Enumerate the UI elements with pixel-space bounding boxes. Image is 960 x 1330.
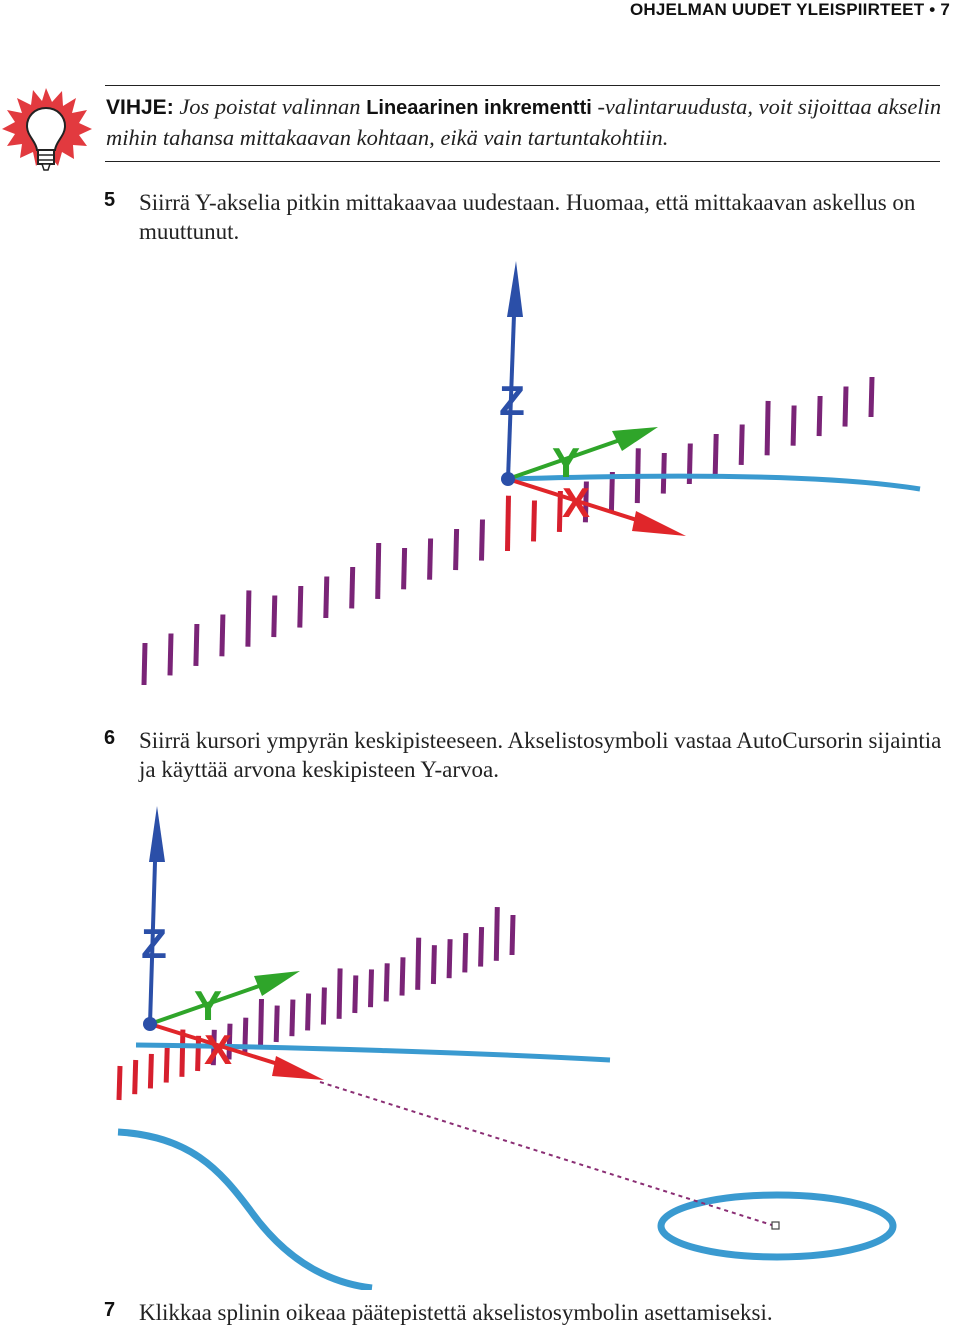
scale-tick-mark (505, 495, 511, 552)
scale-tick-mark (289, 999, 296, 1037)
tip-text-before: Jos poistat valinnan (179, 94, 367, 119)
x-axis-label: X (562, 479, 590, 526)
scale-tick-mark (271, 595, 278, 638)
step-text: Klikkaa splinin oikeaa päätepistettä aks… (139, 1300, 773, 1325)
figure-axis-scale-2: Z Y X (116, 806, 897, 1290)
scale-ticks (116, 907, 516, 1101)
spline-curve (135, 1042, 611, 1063)
scale-tick-mark (556, 490, 563, 532)
scale-tick-mark (738, 424, 745, 465)
axis-origin-point (143, 1017, 157, 1031)
scale-tick-mark (509, 914, 516, 956)
scale-tick-mark (193, 623, 200, 666)
scale-tick-mark (816, 395, 823, 437)
scale-tick-mark (273, 1005, 280, 1043)
scale-tick-mark (462, 933, 469, 973)
scale-tick-mark (446, 939, 453, 979)
scale-tick-mark (141, 642, 148, 686)
scale-tick-mark (383, 963, 390, 1002)
scale-tick-mark (219, 614, 226, 657)
scale-tick-mark (427, 538, 434, 580)
scale-tick-mark (336, 968, 343, 1019)
scale-tick-mark (842, 386, 849, 427)
scale-tick-mark (399, 957, 406, 996)
scale-tick-mark (375, 542, 382, 599)
lightbulb-icon (2, 86, 92, 183)
scale-tick-mark (868, 376, 875, 418)
tip-bottom-rule (105, 161, 940, 162)
tip-top-rule (105, 85, 940, 86)
scale-tick-mark (479, 519, 485, 561)
spline-curve (507, 473, 921, 492)
scale-tick-mark (453, 528, 460, 571)
scale-tick-mark (352, 975, 359, 1014)
scale-tick-mark (320, 987, 327, 1025)
step-number: 7 (104, 1299, 116, 1321)
z-axis-label: Z (499, 377, 525, 424)
scale-tick-mark (764, 400, 771, 456)
running-header: OHJELMAN UUDET YLEISPIIRTEET • 7 (630, 0, 950, 20)
figure-axis-scale-1: Z Y X (141, 261, 921, 686)
scale-tick-mark (226, 1023, 233, 1060)
y-axis-arrow-icon (612, 427, 658, 451)
page-number: 7 (940, 0, 950, 19)
scale-tick-mark (531, 500, 537, 542)
y-axis-arrow-icon (254, 971, 300, 996)
y-axis-label: Y (552, 439, 580, 486)
header-separator: • (929, 0, 936, 19)
scale-tick-mark (163, 1047, 170, 1083)
step-number: 6 (104, 727, 116, 749)
scale-tick-mark (430, 945, 437, 985)
scale-tick-mark (305, 993, 312, 1031)
scale-tick-mark (323, 576, 330, 619)
scale-tick-mark (493, 907, 500, 961)
axis-origin-point (501, 472, 515, 486)
scale-ticks (141, 376, 875, 686)
y-axis-line (149, 983, 263, 1026)
z-axis-line (506, 314, 516, 480)
x-axis-label: X (204, 1026, 232, 1073)
spline-curve-lower (117, 1128, 373, 1290)
scale-tick-mark (790, 405, 797, 446)
scale-tick-mark (401, 547, 408, 590)
step-text: Siirrä kursori ympyrän keskipisteeseen. … (139, 728, 942, 782)
scale-tick-mark (147, 1053, 154, 1089)
scale-tick-mark (167, 633, 174, 676)
center-snap-marker (771, 1221, 780, 1230)
scale-tick-mark (478, 927, 485, 967)
scale-tick-mark (132, 1059, 139, 1095)
tip-text-after: -valintaruudusta, voit sijoittaa akselin… (106, 94, 942, 150)
z-axis-line (148, 861, 157, 1025)
tip-text: VIHJE: Jos poistat valinnan Lineaarinen … (106, 92, 946, 153)
x-axis-line (149, 1022, 279, 1066)
scale-tick-mark (712, 433, 719, 475)
scale-tick-mark (195, 1035, 202, 1072)
scale-tick-mark (116, 1065, 123, 1101)
scale-tick-mark (660, 452, 667, 494)
tip-label: VIHJE: (106, 96, 174, 119)
step-text: Siirrä Y-akselia pitkin mittakaavaa uude… (139, 190, 916, 244)
z-axis-arrow-icon (507, 261, 523, 317)
scale-tick-mark (245, 590, 252, 647)
z-axis-arrow-icon (149, 806, 165, 862)
scale-tick-mark (258, 998, 264, 1048)
section-title: OHJELMAN UUDET YLEISPIIRTEET (629, 0, 925, 19)
step-number: 5 (104, 189, 116, 211)
circle-outline (657, 1191, 897, 1261)
scale-tick-mark (349, 566, 356, 609)
scale-tick-mark (179, 1029, 186, 1077)
x-axis-line (507, 477, 641, 523)
z-axis-label: Z (141, 920, 167, 967)
x-axis-arrow-icon (272, 1056, 324, 1080)
y-axis-label: Y (194, 982, 222, 1029)
scale-tick-mark (368, 969, 374, 1008)
x-axis-arrow-icon (632, 511, 686, 536)
scale-tick-mark (415, 937, 422, 990)
tip-option-name: Lineaarinen inkrementti (366, 97, 592, 119)
scale-tick-mark (297, 585, 304, 628)
y-axis-line (507, 438, 621, 481)
